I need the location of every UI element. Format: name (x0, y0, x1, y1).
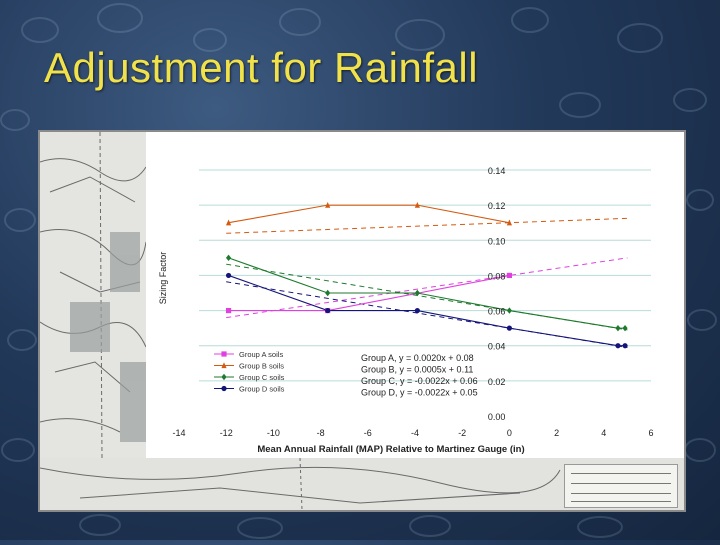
data-point-triangle (506, 219, 512, 226)
data-point-circle (414, 307, 420, 314)
x-tick-label: -14 (172, 428, 185, 438)
legend: Group A soils Group B soils Group C soils G… (214, 350, 285, 394)
rainfall-chart: 0.000.020.040.060.080.100.120.14 -14 -12-… (158, 166, 654, 455)
data-point-circle (221, 385, 227, 392)
trend-equation: Group A, y = 0.0020x + 0.08 (361, 353, 474, 363)
x-tick-label: -2 (458, 428, 466, 438)
trendline-2 (226, 263, 628, 331)
y-tick-label: 0.10 (488, 236, 506, 246)
y-tick-labels: 0.00 0.02 0.04 0.06 0.08 0.10 0.12 0.14 (488, 166, 506, 422)
x-tick-labels: -14 -12 -10 -8 -6 -4 -2 0 2 4 6 (172, 428, 653, 438)
map-scan-left (40, 132, 146, 458)
x-axis-label: Mean Annual Rainfall (MAP) Relative to M… (257, 444, 524, 455)
x-tick-label: -10 (267, 428, 280, 438)
data-point-triangle (225, 219, 232, 226)
data-point-circle (615, 343, 621, 349)
x-tick-label: 0 (507, 428, 512, 438)
x-tick-label: -8 (317, 428, 325, 438)
data-point-square (506, 272, 512, 279)
legend-entry: Group C soils (239, 373, 285, 382)
data-point-triangle (221, 362, 227, 369)
chart-panel: 0.00 0.02 0.04 0.06 0.08 0.10 0.12 0.14 -14 -12-… (146, 132, 684, 458)
trendline-1 (226, 217, 628, 234)
x-tick-label: 2 (554, 428, 559, 438)
trend-equations: Group A, y = 0.0020x + 0.08 Group B, y = … (361, 353, 478, 398)
data-point-circle (325, 307, 331, 314)
title-block-rule (571, 473, 671, 474)
data-point-square (225, 307, 232, 314)
data-point-diamond (221, 373, 227, 381)
y-tick-label: 0.12 (488, 201, 506, 211)
y-tick-label: 0.00 (488, 412, 506, 422)
y-tick-label: 0.02 (488, 377, 506, 387)
data-point-diamond (225, 254, 232, 262)
trend-equation: Group D, y = -0.0022x + 0.05 (361, 388, 478, 398)
trendline-3 (226, 281, 628, 348)
data-point-circle (225, 272, 232, 279)
y-axis-label: Sizing Factor (158, 252, 168, 305)
x-tick-label: -6 (364, 428, 372, 438)
data-point-triangle (414, 201, 420, 208)
legend-entry: Group A soils (239, 350, 283, 359)
data-point-diamond (506, 307, 512, 314)
data-point-circle (506, 325, 512, 331)
legend-entry: Group D soils (239, 385, 285, 394)
slide-title: Adjustment for Rainfall (44, 44, 479, 91)
data-point-diamond (615, 324, 621, 332)
title-block-rule (571, 483, 671, 484)
data-point-triangle (325, 201, 331, 208)
x-tick-label: 4 (601, 428, 606, 438)
y-tick-label: 0.14 (488, 166, 506, 176)
x-tick-label: 6 (648, 428, 653, 438)
trendlines (226, 217, 628, 348)
x-tick-label: -4 (411, 428, 419, 438)
trendline-0 (226, 257, 628, 319)
series-line-2 (228, 257, 626, 329)
chart-figure: 0.00 0.02 0.04 0.06 0.08 0.10 0.12 0.14 -14 -12-… (38, 130, 686, 512)
y-tick-label: 0.06 (488, 307, 506, 317)
x-tick-label: -12 (220, 428, 233, 438)
trend-equation: Group B, y = 0.0005x + 0.11 (361, 365, 473, 375)
title-block-rule (571, 493, 671, 494)
data-markers (225, 201, 628, 349)
map-title-block (564, 464, 678, 508)
title-block-rule (571, 501, 671, 502)
trend-equation: Group C, y = -0.0022x + 0.06 (361, 376, 478, 386)
y-tick-label: 0.04 (488, 342, 506, 352)
data-point-diamond (414, 289, 420, 297)
series-line-1 (228, 204, 510, 224)
y-tick-label: 0.08 (488, 271, 506, 281)
data-point-diamond (325, 289, 331, 297)
data-point-diamond (622, 324, 628, 332)
data-point-square (221, 351, 227, 357)
data-point-circle (622, 343, 628, 349)
legend-entry: Group B soils (239, 362, 284, 371)
